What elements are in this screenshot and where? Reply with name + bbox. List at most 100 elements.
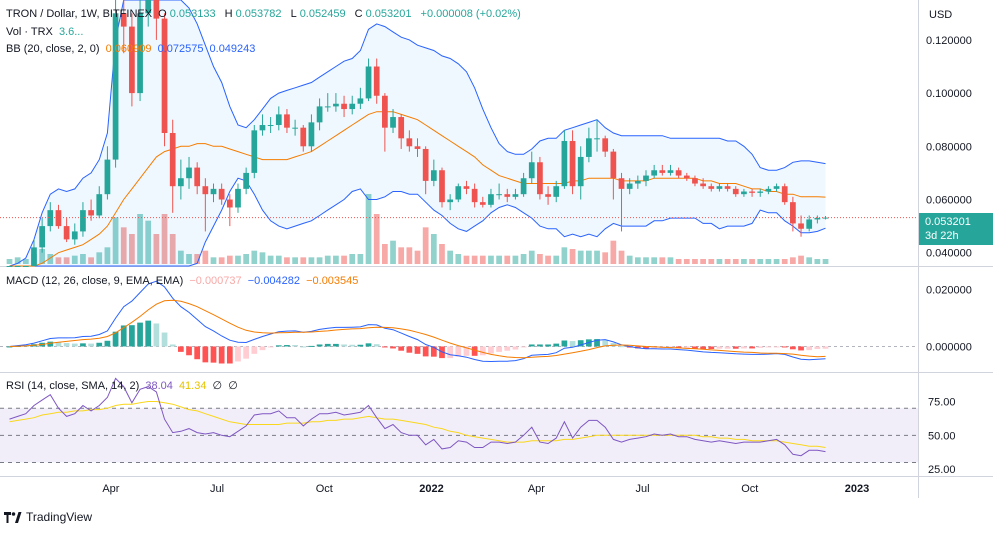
candle-body: [806, 219, 813, 229]
candle-body: [700, 183, 706, 187]
macd-histogram-bar: [602, 340, 609, 347]
volume-bar: [790, 257, 796, 264]
macd-histogram-bar: [553, 343, 560, 347]
high-value: 0.053782: [235, 8, 282, 20]
symbol-title[interactable]: TRON / Dollar, 1W, BITFINEX: [6, 8, 153, 20]
volume-bar: [120, 227, 127, 264]
volume-bar: [692, 259, 698, 264]
candle-body: [210, 188, 217, 195]
volume-bar: [586, 250, 592, 264]
macd-histogram-bar: [561, 340, 568, 347]
change-value: +0.000008 (+0.02%): [420, 8, 521, 20]
price-tick-label: 0.060000: [926, 195, 972, 207]
volume-bar: [80, 254, 86, 264]
macd-histogram-bar: [683, 346, 690, 349]
macd-histogram-bar: [365, 343, 372, 347]
macd-histogram-bar: [324, 343, 331, 347]
price-pane[interactable]: [0, 0, 918, 267]
macd-line-value: −0.004282: [247, 275, 301, 287]
macd-histogram-bar: [798, 346, 804, 351]
macd-histogram-bar: [194, 346, 201, 360]
bb-lower-line: [9, 177, 826, 267]
macd-histogram-bar: [528, 344, 535, 347]
volume-bar: [414, 250, 421, 264]
volume-bar: [275, 255, 282, 264]
candle-body: [324, 106, 331, 108]
candle-body: [553, 186, 560, 197]
high-label: H: [224, 8, 233, 20]
currency-label[interactable]: USD: [929, 9, 953, 21]
macd-histogram-bar: [406, 346, 413, 353]
volume-bar: [479, 255, 486, 264]
volume-bar: [724, 259, 731, 264]
volume-bar: [471, 255, 478, 264]
volume-bar: [496, 255, 502, 264]
macd-histogram-bar: [773, 346, 780, 348]
macd-histogram-bar: [137, 322, 143, 347]
macd-histogram-bar: [275, 345, 282, 347]
macd-histogram-bar: [202, 346, 209, 363]
volume-bar: [267, 255, 274, 264]
candle-body: [463, 186, 470, 189]
candle-body: [520, 178, 527, 195]
volume-bar: [349, 254, 356, 264]
volume-bar: [798, 255, 804, 264]
candle-body: [382, 95, 388, 128]
volume-bar: [365, 194, 372, 264]
macd-histogram-bar: [781, 346, 788, 348]
candle-body: [586, 138, 592, 157]
volume-bar: [333, 255, 339, 264]
macd-histogram-bar: [455, 346, 462, 357]
macd-histogram-bar: [218, 346, 225, 364]
volume-label[interactable]: Vol · TRX: [6, 26, 53, 38]
candle-body: [651, 170, 658, 176]
macd-histogram-bar: [129, 325, 135, 347]
volume-bar: [569, 249, 576, 264]
candle-body: [31, 247, 37, 266]
bb-label[interactable]: BB (20, close, 2, 0): [6, 43, 100, 55]
volume-bar: [504, 255, 511, 264]
volume-bar: [683, 259, 690, 264]
candle-body: [814, 217, 821, 220]
macd-histogram-bar: [390, 346, 396, 349]
candle-body: [610, 151, 617, 179]
volume-bar: [814, 259, 821, 264]
macd-label[interactable]: MACD (12, 26, close, 9, EMA, EMA): [6, 275, 184, 287]
candle-body: [528, 162, 535, 179]
candle-body: [430, 170, 437, 181]
tradingview-logo[interactable]: TradingView: [4, 510, 92, 524]
candle-body: [341, 103, 347, 110]
macd-histogram-bar: [447, 346, 454, 359]
candle-body: [235, 188, 241, 208]
macd-histogram-bar: [71, 343, 78, 347]
macd-pane[interactable]: [0, 280, 918, 364]
candle-body: [716, 186, 723, 189]
macd-histogram-bar: [643, 346, 649, 349]
volume-bar: [226, 255, 233, 264]
volume-bar: [6, 259, 13, 264]
rsi-label[interactable]: RSI (14, close, SMA, 14, 2): [6, 380, 140, 392]
macd-histogram-bar: [651, 346, 658, 349]
macd-histogram-bar: [430, 346, 437, 357]
volume-bar: [210, 257, 217, 264]
candle-body: [512, 194, 519, 197]
macd-histogram-bar: [488, 346, 494, 354]
price-tick-label: 0.120000: [926, 35, 972, 47]
candle-body: [447, 199, 454, 203]
candle-body: [308, 122, 315, 147]
candle-body: [300, 127, 307, 147]
candle-body: [275, 114, 282, 126]
candle-body: [161, 18, 168, 133]
macd-tick-label: 0.000000: [926, 341, 972, 353]
macd-histogram-bar: [414, 346, 421, 354]
volume-bar: [651, 257, 658, 264]
candle-body: [243, 172, 250, 189]
macd-histogram-bar: [708, 346, 715, 350]
macd-histogram-bar: [300, 346, 307, 348]
rsi-pane[interactable]: [0, 377, 918, 463]
candle-body: [708, 186, 715, 189]
last-price-tag: 0.053201 3d 22h: [919, 213, 993, 245]
candle-body: [683, 175, 690, 179]
candle-body: [145, 0, 152, 14]
